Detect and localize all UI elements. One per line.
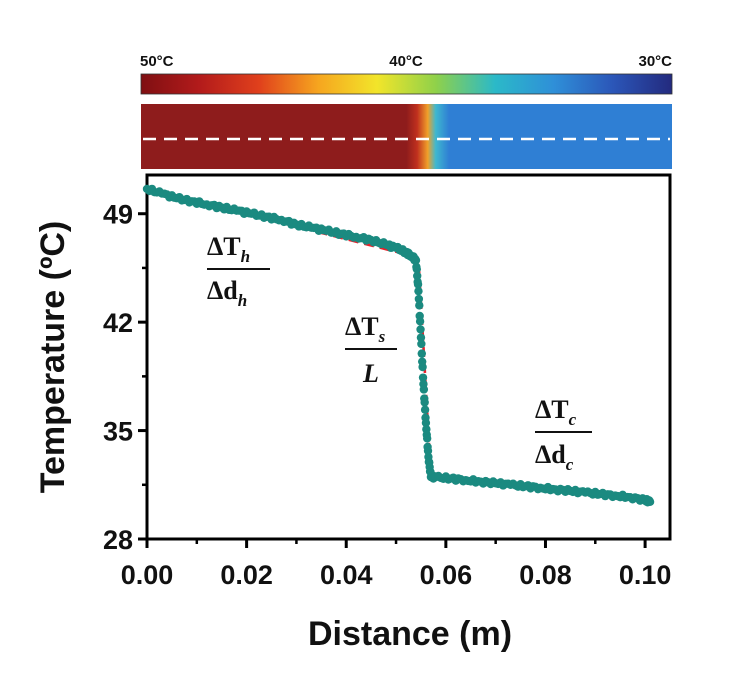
x-tick-label: 0.04 <box>320 560 373 590</box>
colorbar-label-cold: 30°C <box>638 53 672 70</box>
y-tick-label: 35 <box>103 417 133 447</box>
data-point <box>414 286 423 296</box>
data-points <box>142 184 655 507</box>
data-point <box>422 434 432 443</box>
data-point <box>415 301 424 310</box>
y-axis: 28 35 42 49 <box>103 200 147 555</box>
annotation-step-numerator: ΔTs <box>345 312 386 346</box>
annotation-cold: ΔTc Δdc <box>535 395 592 474</box>
data-point <box>417 349 426 358</box>
data-point <box>418 373 428 382</box>
data-point <box>420 405 430 414</box>
plot: 0.00 0.02 0.04 0.06 0.08 0.10 28 35 42 49 <box>103 173 672 590</box>
data-point <box>645 497 655 507</box>
annotation-cold-denominator: Δdc <box>535 440 574 474</box>
plot-frame <box>145 173 672 541</box>
x-tick-label: 0.00 <box>121 560 174 590</box>
x-tick-label: 0.08 <box>519 560 572 590</box>
data-point <box>416 333 426 342</box>
x-tick-label: 0.06 <box>420 560 473 590</box>
thermal-image-strip <box>141 104 672 169</box>
data-point <box>421 418 431 428</box>
data-point <box>419 385 429 394</box>
data-point <box>413 280 423 289</box>
data-point <box>417 339 426 349</box>
annotation-step-denominator: L <box>362 359 379 388</box>
y-axis-title: Temperature (ºC) <box>34 221 72 494</box>
annotation-step: ΔTs L <box>345 312 397 388</box>
x-axis-title: Distance (m) <box>308 615 512 653</box>
data-point <box>414 294 424 304</box>
data-point <box>416 325 425 334</box>
data-point <box>412 264 422 274</box>
y-tick-label: 42 <box>103 308 133 338</box>
data-point <box>418 362 427 372</box>
annotation-hot: ΔTh Δdh <box>207 232 270 310</box>
data-point <box>415 317 425 326</box>
colorbar-label-hot: 50°C <box>140 53 174 70</box>
annotation-hot-numerator: ΔTh <box>207 232 250 266</box>
data-point <box>423 446 433 456</box>
colorbar-gradient <box>140 73 673 95</box>
colorbar-label-mid: 40°C <box>389 53 423 70</box>
x-axis: 0.00 0.02 0.04 0.06 0.08 0.10 <box>121 539 672 590</box>
y-tick-label: 28 <box>103 525 133 555</box>
data-point <box>420 398 429 407</box>
y-tick-label: 49 <box>103 200 133 230</box>
data-point <box>411 255 421 265</box>
annotation-cold-numerator: ΔTc <box>535 395 577 429</box>
x-tick-label: 0.10 <box>619 560 672 590</box>
thermal-image <box>141 104 672 169</box>
colorbar: 50°C 40°C 30°C <box>140 53 673 95</box>
x-tick-label: 0.02 <box>220 560 273 590</box>
annotation-hot-denominator: Δdh <box>207 276 247 310</box>
